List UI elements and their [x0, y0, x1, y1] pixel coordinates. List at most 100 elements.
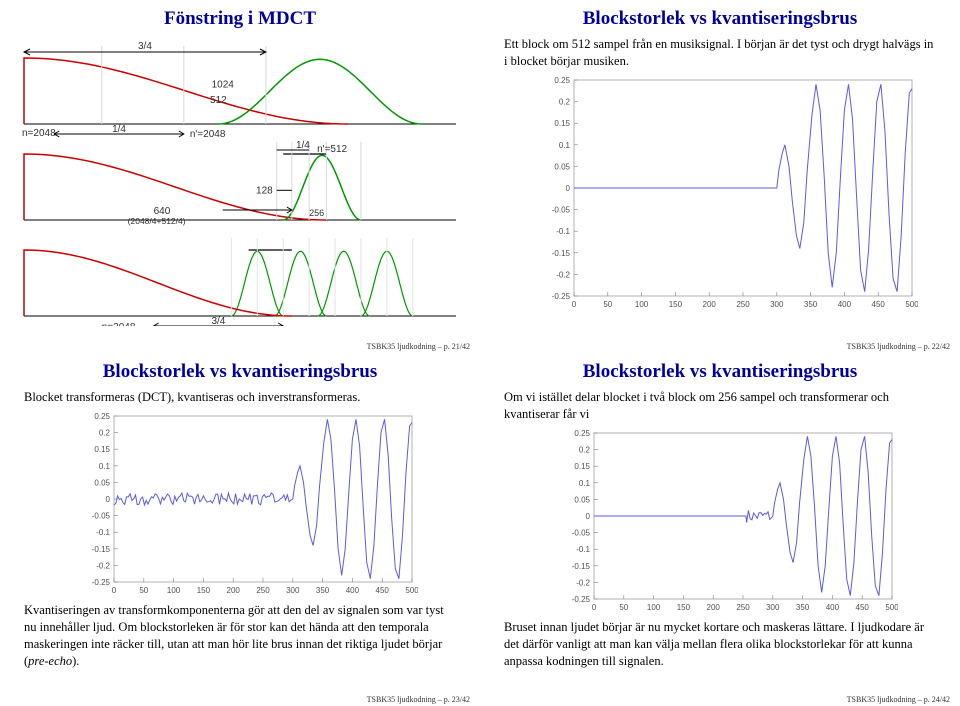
svg-text:n=2048: n=2048 — [102, 322, 136, 326]
footer-page: 21/42 — [452, 342, 470, 351]
svg-text:1/4: 1/4 — [296, 140, 310, 151]
svg-text:-0.05: -0.05 — [92, 511, 111, 520]
svg-text:300: 300 — [770, 300, 784, 309]
svg-text:-0.2: -0.2 — [576, 578, 590, 587]
svg-text:0.15: 0.15 — [554, 119, 570, 128]
svg-text:250: 250 — [736, 603, 750, 612]
svg-text:(2048/4+512/4): (2048/4+512/4) — [128, 216, 186, 226]
svg-text:-0.2: -0.2 — [556, 270, 570, 279]
para-bl-2: Kvantiseringen av transformkomponenterna… — [24, 602, 456, 670]
svg-text:0: 0 — [106, 495, 111, 504]
svg-text:500: 500 — [905, 300, 918, 309]
footer-prefix: TSBK35 ljudkodning – p. — [367, 695, 450, 704]
svg-text:0.15: 0.15 — [574, 462, 590, 471]
signal-chart-split: -0.25 -0.2 -0.15 -0.1 -0.05 0 0.05 0.1 0.15 0.2 0.… — [558, 427, 898, 617]
signal-chart-quantized: -0.25 -0.2 -0.15 -0.1 -0.05 0 0.05 0.1 0.15 0.2 0.… — [78, 410, 418, 600]
footer-page: 23/42 — [452, 695, 470, 704]
svg-text:400: 400 — [826, 603, 840, 612]
svg-text:-0.05: -0.05 — [572, 528, 591, 537]
title-tl: Fönstring i MDCT — [18, 8, 462, 30]
para-br-1: Om vi istället delar blocket i två block… — [504, 389, 936, 423]
footer-bl: TSBK35 ljudkodning – p. 23/42 — [367, 695, 470, 704]
svg-text:-0.2: -0.2 — [96, 561, 110, 570]
svg-text:100: 100 — [647, 603, 661, 612]
svg-text:3/4: 3/4 — [138, 41, 152, 52]
svg-text:-0.1: -0.1 — [96, 528, 110, 537]
title-bl: Blockstorlek vs kvantiseringsbrus — [18, 361, 462, 383]
footer-prefix: TSBK35 ljudkodning – p. — [847, 695, 930, 704]
svg-text:0: 0 — [586, 512, 591, 521]
panel-bl: Blockstorlek vs kvantiseringsbrus Blocke… — [0, 353, 480, 706]
svg-text:300: 300 — [286, 586, 300, 595]
title-tr: Blockstorlek vs kvantiseringsbrus — [498, 8, 942, 30]
svg-text:50: 50 — [603, 300, 612, 309]
svg-text:400: 400 — [346, 586, 360, 595]
svg-text:400: 400 — [838, 300, 852, 309]
svg-text:n'=2048: n'=2048 — [190, 129, 226, 140]
svg-text:0.05: 0.05 — [574, 495, 590, 504]
para-bl-1: Blocket transformeras (DCT), kvantiseras… — [24, 389, 456, 406]
svg-text:0.25: 0.25 — [94, 412, 110, 421]
svg-text:450: 450 — [376, 586, 390, 595]
svg-text:-0.1: -0.1 — [576, 545, 590, 554]
svg-text:1/4: 1/4 — [112, 124, 126, 135]
svg-text:200: 200 — [227, 586, 241, 595]
footer-prefix: TSBK35 ljudkodning – p. — [847, 342, 930, 351]
svg-text:150: 150 — [197, 586, 211, 595]
svg-text:500: 500 — [885, 603, 898, 612]
svg-text:1024: 1024 — [212, 80, 235, 91]
svg-text:0: 0 — [592, 603, 597, 612]
svg-text:512: 512 — [210, 95, 227, 106]
svg-text:0: 0 — [572, 300, 577, 309]
svg-text:50: 50 — [139, 586, 148, 595]
svg-text:0.1: 0.1 — [559, 141, 571, 150]
svg-text:100: 100 — [167, 586, 181, 595]
svg-text:-0.1: -0.1 — [556, 227, 570, 236]
svg-text:128: 128 — [256, 185, 273, 196]
svg-text:500: 500 — [405, 586, 418, 595]
svg-text:0.1: 0.1 — [99, 462, 111, 471]
svg-text:100: 100 — [635, 300, 649, 309]
svg-text:150: 150 — [669, 300, 683, 309]
svg-text:-0.25: -0.25 — [92, 578, 111, 587]
svg-text:0.25: 0.25 — [554, 76, 570, 85]
footer-prefix: TSBK35 ljudkodning – p. — [367, 342, 450, 351]
svg-text:50: 50 — [619, 603, 628, 612]
svg-text:-0.15: -0.15 — [92, 545, 111, 554]
svg-text:250: 250 — [736, 300, 750, 309]
svg-text:200: 200 — [707, 603, 721, 612]
signal-chart-original: -0.25-0.2-0.15-0.1-0.0500.050.10.150.20.… — [538, 74, 918, 314]
svg-text:350: 350 — [316, 586, 330, 595]
footer-tl: TSBK35 ljudkodning – p. 21/42 — [367, 342, 470, 351]
svg-text:0.25: 0.25 — [574, 429, 590, 438]
svg-text:150: 150 — [677, 603, 691, 612]
panel-tr: Blockstorlek vs kvantiseringsbrus Ett bl… — [480, 0, 960, 353]
svg-text:-0.15: -0.15 — [572, 562, 591, 571]
svg-text:0.1: 0.1 — [579, 479, 591, 488]
svg-text:0: 0 — [112, 586, 117, 595]
panel-tl: Fönstring i MDCT n=2048 3/4 1024 512 1/4 n'=2… — [0, 0, 480, 353]
svg-text:0.05: 0.05 — [554, 162, 570, 171]
svg-text:-0.25: -0.25 — [572, 595, 591, 604]
svg-text:0.05: 0.05 — [94, 478, 110, 487]
mdct-window-diagram: n=20483/410245121/4n'=20481/4n'=51212864… — [18, 36, 462, 326]
page-grid: Fönstring i MDCT n=2048 3/4 1024 512 1/4 n'=2… — [0, 0, 960, 706]
svg-text:0.15: 0.15 — [94, 445, 110, 454]
svg-text:256: 256 — [309, 208, 324, 218]
svg-text:450: 450 — [856, 603, 870, 612]
footer-tr: TSBK35 ljudkodning – p. 22/42 — [847, 342, 950, 351]
svg-text:0.2: 0.2 — [99, 428, 111, 437]
svg-text:200: 200 — [703, 300, 717, 309]
svg-text:3/4: 3/4 — [211, 316, 225, 326]
para-tr: Ett block om 512 sampel från en musiksig… — [504, 36, 936, 70]
svg-text:0.2: 0.2 — [579, 445, 591, 454]
svg-text:n=2048: n=2048 — [22, 128, 56, 139]
svg-text:-0.25: -0.25 — [552, 292, 571, 301]
title-br: Blockstorlek vs kvantiseringsbrus — [498, 361, 942, 383]
svg-text:0.2: 0.2 — [559, 97, 571, 106]
footer-page: 22/42 — [932, 342, 950, 351]
svg-text:350: 350 — [796, 603, 810, 612]
svg-text:-0.05: -0.05 — [552, 205, 571, 214]
svg-text:0: 0 — [566, 184, 571, 193]
footer-br: TSBK35 ljudkodning – p. 24/42 — [847, 695, 950, 704]
